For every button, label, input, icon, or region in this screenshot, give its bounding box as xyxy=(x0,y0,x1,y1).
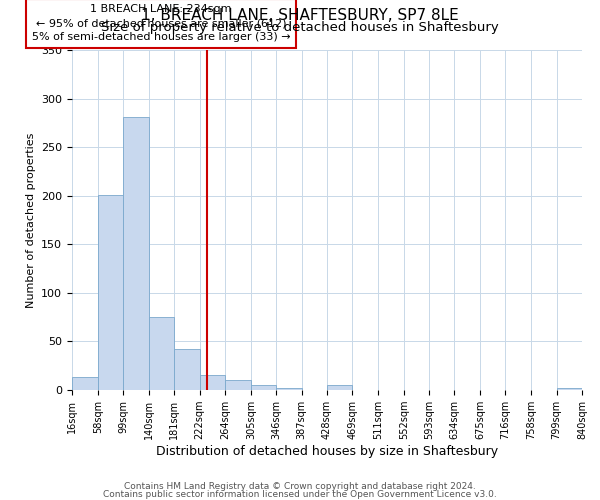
Text: Size of property relative to detached houses in Shaftesbury: Size of property relative to detached ho… xyxy=(101,21,499,34)
Text: Contains HM Land Registry data © Crown copyright and database right 2024.: Contains HM Land Registry data © Crown c… xyxy=(124,482,476,491)
Bar xyxy=(226,380,251,390)
Bar xyxy=(149,317,174,390)
Bar xyxy=(72,378,98,390)
Bar xyxy=(251,385,276,390)
Text: Contains public sector information licensed under the Open Government Licence v3: Contains public sector information licen… xyxy=(103,490,497,499)
Text: 1 BREACH LANE: 234sqm
← 95% of detached houses are smaller (612)
5% of semi-deta: 1 BREACH LANE: 234sqm ← 95% of detached … xyxy=(32,4,290,42)
Bar xyxy=(327,385,352,390)
Bar xyxy=(557,388,582,390)
Bar xyxy=(276,388,302,390)
Text: 1, BREACH LANE, SHAFTESBURY, SP7 8LE: 1, BREACH LANE, SHAFTESBURY, SP7 8LE xyxy=(141,8,459,22)
Bar xyxy=(98,194,124,390)
Y-axis label: Number of detached properties: Number of detached properties xyxy=(26,132,35,308)
Bar xyxy=(174,349,199,390)
Bar xyxy=(199,376,226,390)
Bar xyxy=(124,117,149,390)
X-axis label: Distribution of detached houses by size in Shaftesbury: Distribution of detached houses by size … xyxy=(156,445,498,458)
